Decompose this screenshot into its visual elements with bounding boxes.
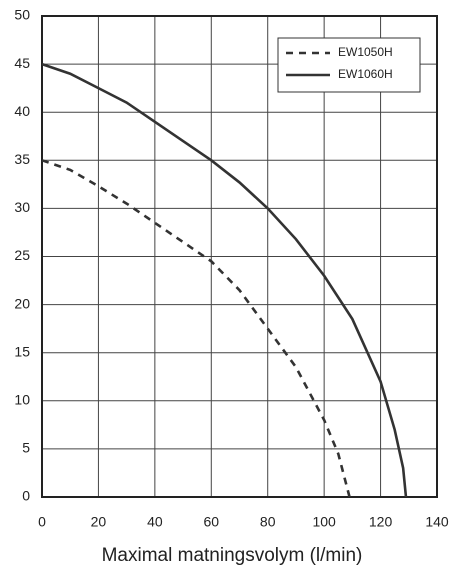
- y-tick-label: 20: [14, 295, 30, 311]
- x-tick-label: 0: [38, 514, 46, 530]
- line-series: [41, 62, 408, 498]
- legend-box: [277, 37, 421, 93]
- y-tick-label: 30: [14, 199, 30, 215]
- y-tick-label: 10: [14, 392, 30, 408]
- x-tick-label: 80: [260, 514, 276, 530]
- legend-label: EW1050H: [338, 45, 393, 59]
- x-tick-label: 40: [147, 514, 163, 530]
- x-tick-label: 120: [369, 514, 393, 530]
- legend-label: EW1060H: [338, 67, 393, 81]
- y-tick-label: 45: [14, 55, 30, 71]
- y-tick-label: 50: [14, 7, 30, 23]
- y-tick-label: 15: [14, 343, 30, 359]
- y-tick-label: 5: [22, 440, 30, 456]
- y-tick-label: 35: [14, 151, 30, 167]
- line-series: [41, 159, 351, 498]
- x-tick-label: 100: [312, 514, 336, 530]
- plot-frame: [41, 15, 438, 498]
- x-tick-label: 60: [203, 514, 219, 530]
- x-tick-label: 140: [425, 514, 449, 530]
- x-tick-label: 20: [91, 514, 107, 530]
- x-axis-label: Maximal matningsvolym (l/min): [102, 545, 363, 566]
- y-tick-label: 0: [22, 488, 30, 504]
- y-tick-label: 25: [14, 247, 30, 263]
- y-tick-label: 40: [14, 103, 30, 119]
